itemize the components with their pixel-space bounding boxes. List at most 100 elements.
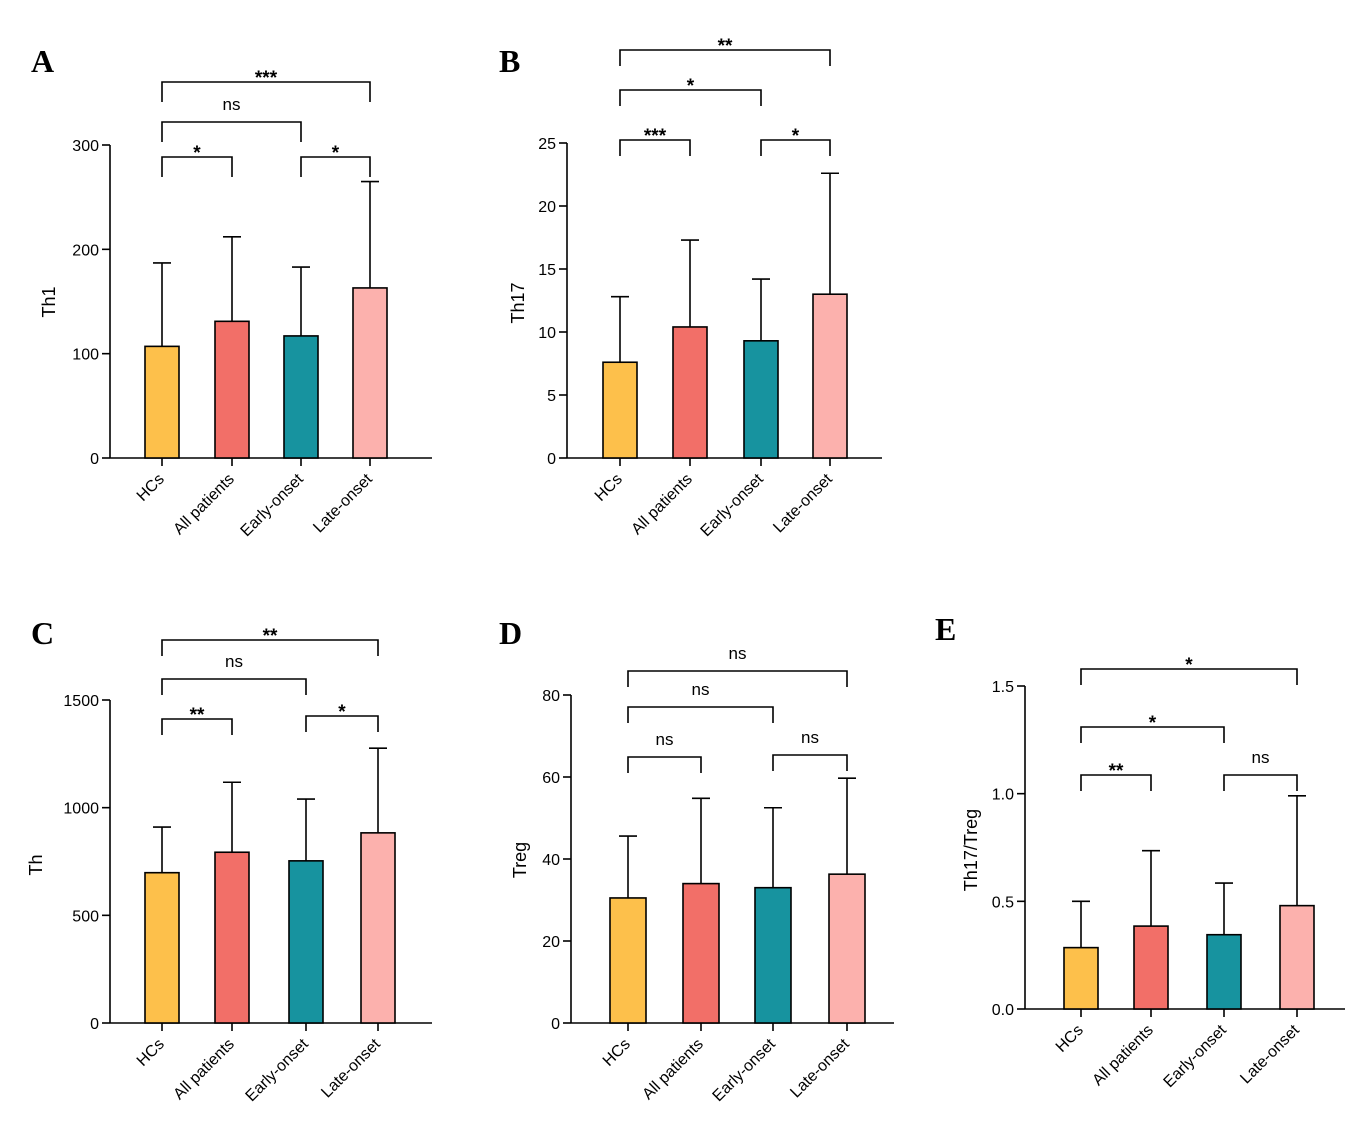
panel-a: A 0 100 200 300 Th1 HCs All patients Early-onset… [31, 43, 432, 540]
y-tick-label: 0 [90, 1016, 99, 1033]
bar-hcs [144, 345, 180, 459]
y-tick-label: 15 [538, 262, 556, 279]
significance-bracket: *** [619, 126, 691, 156]
significance-bracket: ns [627, 644, 848, 687]
significance-label: ** [263, 626, 278, 647]
x-tick-label-hcs: HCs [1053, 1022, 1087, 1056]
bar-early-onset [1206, 933, 1242, 1010]
bar-early-onset [288, 860, 324, 1024]
significance-label: ns [692, 680, 710, 699]
y-tick-label: 40 [542, 852, 560, 869]
x-tick-label-all-patients: All patients [170, 1036, 237, 1103]
bar-hcs [609, 897, 647, 1024]
panel-e: E 0.0 0.5 1.0 1.5 Th17/Treg HCs All patients Ear… [935, 611, 1345, 1091]
significance-bracket: ns [627, 730, 702, 773]
x-tick-label-early-onset: Early-onset [710, 1035, 780, 1105]
significance-label: ** [190, 705, 205, 726]
bracket-line [161, 678, 307, 695]
x-tick-label-all-patients: All patients [1089, 1022, 1156, 1089]
bracket-line [161, 156, 233, 177]
significance-bracket: ns [627, 680, 774, 723]
significance-label: *** [644, 126, 667, 147]
y-tick-label: 80 [542, 688, 560, 705]
y-tick-label: 0.5 [992, 894, 1014, 911]
panel-d: D 0 20 40 60 80 Treg HCs All patients Early-onset… [499, 615, 894, 1105]
bar-late-onset [828, 873, 866, 1024]
significance-label: ns [729, 644, 747, 663]
x-tick-label-hcs: HCs [134, 1036, 168, 1070]
significance-label: ns [801, 728, 819, 747]
panel-letter: C [31, 615, 54, 651]
x-tick-label-early-onset: Early-onset [698, 470, 768, 540]
bracket-line [161, 121, 302, 142]
y-tick-label: 1000 [63, 801, 99, 818]
significance-bracket: ns [161, 95, 302, 142]
significance-label: *** [255, 68, 278, 89]
significance-label: ** [718, 36, 733, 57]
x-tick-label-all-patients: All patients [170, 471, 237, 538]
y-tick-label: 0 [90, 451, 99, 468]
y-tick-label: 0 [551, 1016, 560, 1033]
significance-bracket: * [161, 143, 233, 177]
panel-letter: B [499, 43, 520, 79]
x-tick-label-late-onset: Late-onset [770, 470, 836, 536]
x-tick-label-late-onset: Late-onset [318, 1035, 384, 1101]
x-tick-label-hcs: HCs [600, 1036, 634, 1070]
y-axis-label: Th1 [39, 286, 59, 317]
y-tick-label: 0 [547, 451, 556, 468]
y-tick-label: 200 [72, 242, 99, 259]
significance-label: ns [225, 652, 243, 671]
significance-label: ns [1252, 748, 1270, 767]
significance-bracket: * [760, 126, 831, 156]
panel-letter: E [935, 611, 956, 647]
x-tick-label-late-onset: Late-onset [1237, 1021, 1303, 1087]
y-tick-label: 100 [72, 347, 99, 364]
bracket-line [619, 89, 762, 106]
significance-bracket: * [619, 76, 762, 106]
significance-bracket: * [1080, 655, 1298, 685]
bracket-line [1223, 774, 1298, 791]
significance-label: ns [656, 730, 674, 749]
significance-bracket: * [305, 702, 379, 732]
significance-label: * [332, 143, 340, 164]
y-axis-label: Th17 [508, 282, 528, 323]
x-tick-label-hcs: HCs [134, 471, 168, 505]
y-tick-label: 20 [542, 934, 560, 951]
significance-label: * [1149, 713, 1157, 734]
bracket-line [627, 670, 848, 687]
bracket-line [619, 49, 831, 66]
panel-letter: D [499, 615, 522, 651]
y-tick-label: 60 [542, 770, 560, 787]
bracket-line [161, 718, 233, 735]
y-tick-label: 5 [547, 388, 556, 405]
significance-bracket: ** [161, 626, 379, 656]
bracket-line [305, 715, 379, 732]
y-tick-label: 1500 [63, 693, 99, 710]
bracket-line [627, 756, 702, 773]
y-tick-label: 10 [538, 325, 556, 342]
y-axis-label: Treg [510, 842, 530, 878]
significance-label: * [792, 126, 800, 147]
x-tick-label-all-patients: All patients [639, 1036, 706, 1103]
significance-bracket: * [300, 143, 371, 177]
significance-label: * [193, 143, 201, 164]
significance-bracket: ** [619, 36, 831, 66]
y-tick-label: 1.0 [992, 787, 1014, 804]
panel-b: B 0 5 10 15 20 25 Th17 HCs All patients Early-onse… [499, 36, 882, 540]
bar-all-patients [1133, 925, 1169, 1010]
bar-late-onset [812, 293, 848, 459]
significance-bracket: ** [161, 705, 233, 735]
bracket-line [1080, 726, 1225, 743]
significance-bracket: ns [772, 728, 848, 771]
significance-label: * [687, 76, 695, 97]
y-tick-label: 20 [538, 199, 556, 216]
y-tick-label: 1.5 [992, 679, 1014, 696]
bar-hcs [602, 361, 638, 459]
significance-label: * [1185, 655, 1193, 676]
y-tick-label: 300 [72, 138, 99, 155]
x-tick-label-early-onset: Early-onset [1161, 1021, 1231, 1091]
bar-late-onset [352, 287, 388, 459]
x-tick-label-all-patients: All patients [628, 471, 695, 538]
bar-all-patients [214, 851, 250, 1024]
